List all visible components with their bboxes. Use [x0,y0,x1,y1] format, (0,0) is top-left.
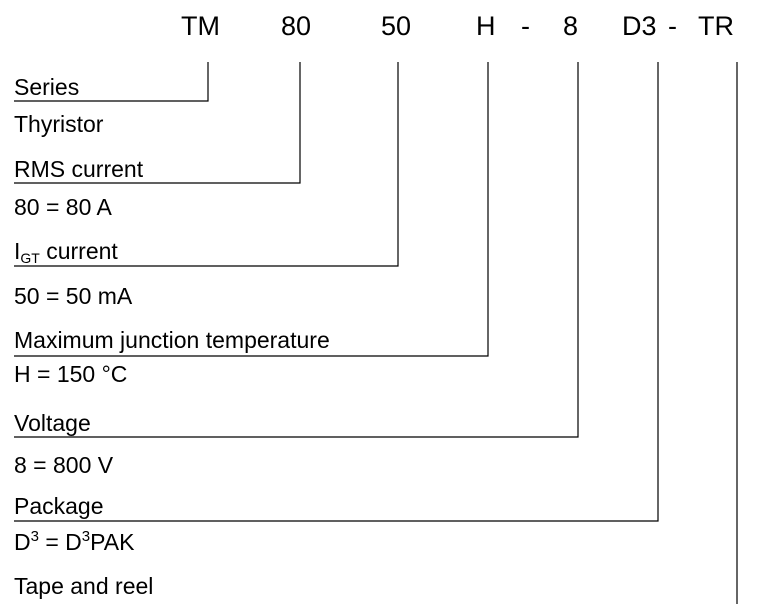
max-temp-value: H = 150 °C [14,361,128,387]
leader-line-rms-current [14,62,301,184]
leader-line-igt-current [14,62,399,267]
series-value: Thyristor [14,111,104,137]
package-name-sup: 3 [81,528,91,545]
voltage-value: 8 = 800 V [14,452,114,478]
package-equals: = D [38,529,82,555]
package-code: D [14,529,31,555]
code-series: TM [181,11,220,41]
leader-line-package [14,62,659,522]
igt-subscript: GT [20,250,40,266]
code-rms-current: 80 [281,11,312,41]
code-igt-current: 50 [381,11,412,41]
package-name-rest: PAK [90,529,135,555]
leader-line-voltage [14,62,579,438]
code-package: D3 [622,11,657,41]
leader-line-temperature [14,62,489,357]
code-packing: TR [698,11,734,41]
igt-current-value: 50 = 50 mA [14,283,133,309]
rms-current-label: RMS current [14,156,144,182]
voltage-label: Voltage [14,410,91,436]
package-label: Package [14,493,104,519]
igt-current-label: IGT current [14,237,118,265]
code-temperature: H [476,11,496,41]
code-voltage: 8 [563,11,579,41]
package-value: D3 = D3PAK [14,528,134,556]
packing-label: Tape and reel [14,573,154,599]
series-label: Series [14,74,80,100]
code-dash-1: - [521,11,530,41]
igt-symbol: I [14,238,21,264]
igt-label-rest: current [39,238,118,264]
rms-current-value: 80 = 80 A [14,194,112,220]
package-code-sup: 3 [30,528,39,545]
leader-line-series [14,62,209,102]
max-temp-label: Maximum junction temperature [14,327,330,353]
code-dash-2: - [668,11,677,41]
